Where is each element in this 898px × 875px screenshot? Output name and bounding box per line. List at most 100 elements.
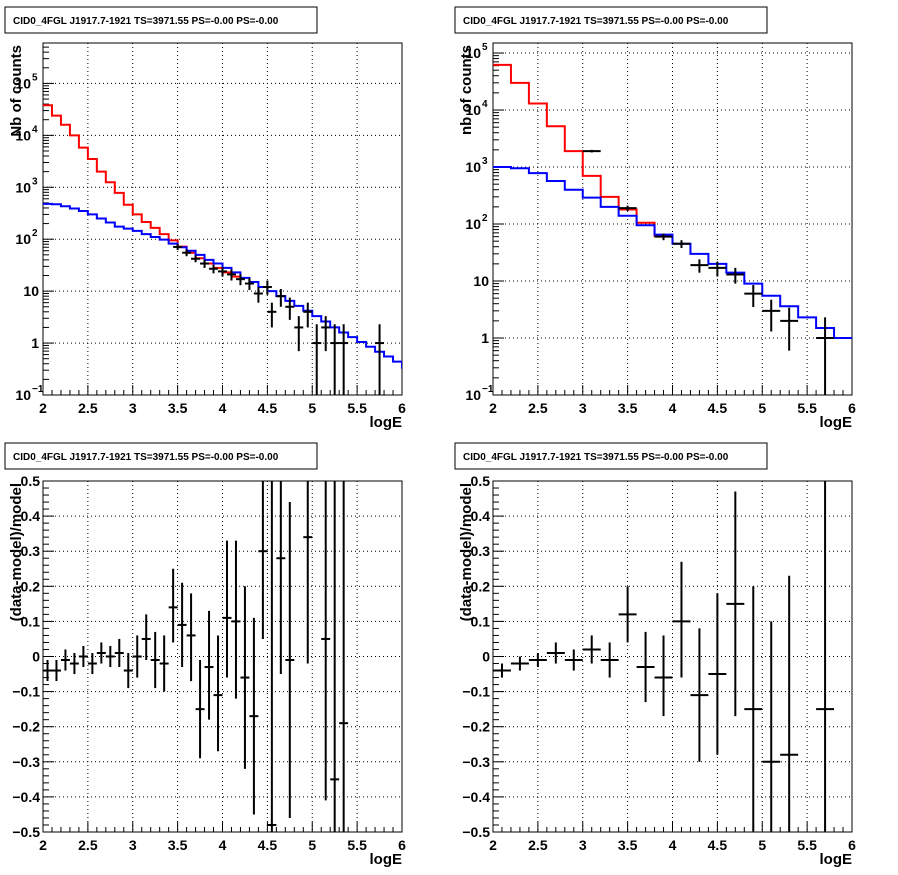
y-tick-exponent: 5 [32,72,38,83]
x-tick-label: 2 [39,400,47,416]
x-tick-label: 6 [848,400,856,416]
x-tick-label: 5.5 [347,400,367,416]
y-tick-label: 10 [15,231,31,247]
y-tick-label: 10 [465,45,481,61]
y-tick-label: −0.1 [12,684,40,700]
y-tick-label: −0.2 [12,719,40,735]
y-tick-label: −0.1 [462,684,490,700]
data-point [253,287,263,303]
data-point [132,635,142,678]
y-tick-label: 0.4 [21,508,41,524]
data-point [303,302,313,328]
x-tick-label: 5 [308,837,316,853]
x-tick-label: 3 [129,400,137,416]
data-point [222,540,232,678]
data-point [690,259,709,273]
y-tick-exponent: −1 [482,384,494,395]
y-tick-exponent: 2 [32,228,38,239]
title-box [4,442,318,470]
data-point [654,635,673,717]
data-point [240,586,250,769]
data-point [303,481,313,664]
data-point [321,316,331,352]
data-point [690,628,709,762]
data-point [726,491,745,717]
plot-content [43,104,402,395]
y-tick-exponent: 2 [482,213,488,224]
y-tick-exponent: 3 [32,176,38,187]
y-tick-label: −0.2 [462,719,490,735]
data-point [96,642,106,664]
y-tick-label: 10 [473,273,489,289]
data-point [267,302,277,328]
data-point [636,631,655,703]
y-tick-label: 0.5 [21,473,41,489]
data-point [60,649,70,671]
data-point [173,244,183,250]
data-point [330,324,340,395]
y-axis-label: Nb of counts [8,45,25,137]
x-tick-label: 2 [489,837,497,853]
y-tick-label: 0.1 [471,613,491,629]
data-point [200,259,210,268]
x-axis-label: logE [370,851,403,868]
data-point [339,481,349,832]
y-tick-label: 0 [32,649,40,665]
x-tick-label: 5.5 [797,400,817,416]
data-point [182,249,192,257]
data-point [231,540,241,699]
x-tick-label: 5.5 [797,837,817,853]
data-point [186,593,196,682]
y-tick-exponent: 4 [482,99,488,110]
x-tick-label: 6 [398,400,406,416]
y-tick-label: −0.5 [462,824,490,840]
data-point [267,481,277,832]
chart-title: CID0_4FGL J1917.7-1921 TS=3971.55 PS=-0.… [463,16,729,27]
x-tick-label: 4 [219,400,227,416]
y-tick-label: −0.3 [462,754,490,770]
chart-title: CID0_4FGL J1917.7-1921 TS=3971.55 PS=-0.… [13,16,279,27]
x-tick-label: 2.5 [528,400,548,416]
x-tick-label: 2.5 [78,400,98,416]
y-axis-label: (data-model)/model [458,483,475,621]
x-tick-label: 4 [219,837,227,853]
x-tick-label: 4.5 [258,837,278,853]
y-tick-label: 10 [465,159,481,175]
x-tick-label: 4 [669,400,677,416]
panel-1: CID0_4FGL J1917.7-1921 TS=3971.55 PS=-0.… [4,6,406,431]
y-tick-label: 0.3 [21,543,41,559]
data-point [618,205,637,211]
y-tick-label: 1 [481,330,489,346]
x-tick-label: 3.5 [618,400,638,416]
data-point [235,274,245,286]
data-point [218,267,227,277]
data-point [191,255,201,263]
data-point [123,652,133,689]
x-tick-label: 3 [579,400,587,416]
x-tick-label: 3.5 [618,837,638,853]
y-axis-label: (data-model)/model [8,483,25,621]
data-point [43,660,52,682]
data-point [276,288,286,307]
chart-title: CID0_4FGL J1917.7-1921 TS=3971.55 PS=-0.… [463,452,729,463]
data-point [600,642,619,678]
x-tick-label: 5 [308,400,316,416]
data-point [249,617,259,815]
data-point [375,324,385,395]
x-tick-label: 6 [848,837,856,853]
panel-4: CID0_4FGL J1917.7-1921 TS=3971.55 PS=-0.… [454,442,856,868]
data-point [744,586,763,832]
y-tick-label: −0.3 [12,754,40,770]
data-point [285,502,295,818]
y-tick-label: 10 [465,216,481,232]
data-point [762,299,781,332]
data-point [564,649,583,671]
x-tick-label: 4.5 [708,400,728,416]
y-tick-label: −0.4 [12,789,40,805]
data-point [285,297,295,320]
y-tick-label: 0.1 [21,613,41,629]
data-point [582,149,601,153]
data-point [708,261,727,277]
